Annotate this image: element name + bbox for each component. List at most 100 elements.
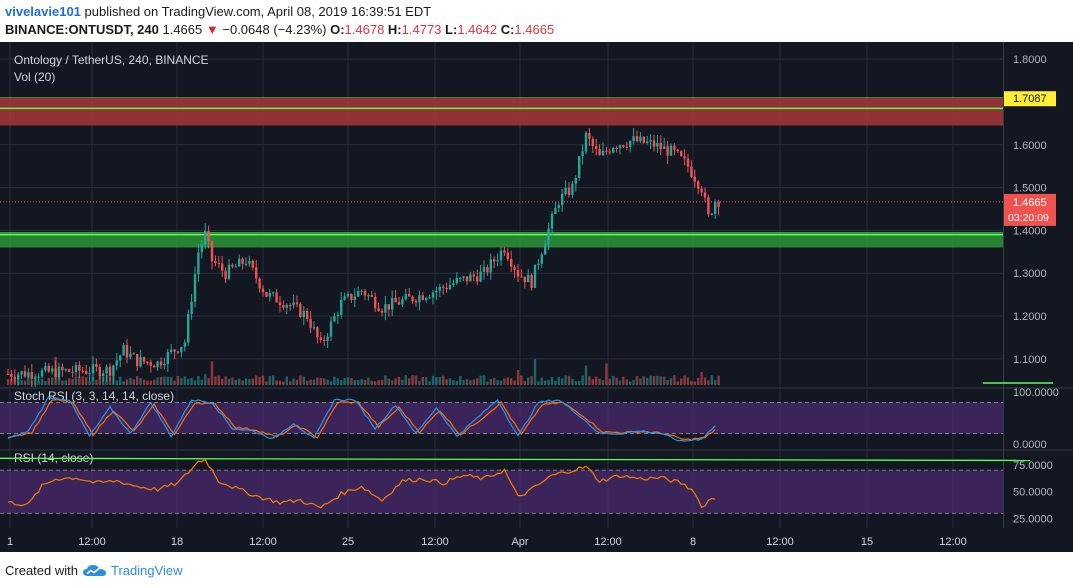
high-label: H:	[387, 22, 402, 37]
volume-bar	[578, 380, 581, 385]
candle	[51, 365, 54, 375]
volume-bar	[380, 379, 384, 385]
candle-body	[353, 296, 356, 301]
volume-bar	[629, 381, 632, 385]
candle-body	[656, 142, 659, 147]
tradingview-brand-link[interactable]: TradingView	[110, 563, 183, 578]
candle	[302, 305, 305, 326]
candle	[353, 288, 356, 307]
volume-bar	[326, 379, 329, 385]
candle-body	[516, 270, 520, 277]
candle	[530, 273, 533, 291]
volume-bar	[544, 380, 547, 385]
candle-body	[629, 141, 632, 148]
candle-body	[567, 187, 571, 195]
volume-bar	[561, 378, 564, 385]
candle-body	[370, 295, 373, 297]
volume-bar	[632, 379, 635, 385]
candle	[251, 259, 254, 271]
author-link[interactable]: vivelavie101	[5, 4, 81, 19]
candle	[295, 295, 299, 308]
volume-bar	[401, 379, 404, 385]
candle-body	[309, 318, 312, 328]
candle	[78, 361, 81, 378]
candle	[323, 335, 326, 346]
volume-bar	[635, 375, 639, 385]
candle	[714, 199, 717, 219]
candle	[697, 179, 700, 194]
candle-body	[438, 286, 441, 291]
candle-body	[146, 361, 149, 363]
volume-bar	[530, 376, 533, 385]
volume-bar	[129, 377, 132, 385]
volume-bar	[404, 375, 407, 385]
volume-bar	[377, 380, 380, 385]
volume-bar	[309, 379, 312, 385]
candle	[200, 240, 203, 259]
candle-body	[85, 371, 88, 374]
candle-body	[197, 252, 200, 275]
high-value: 1.4773	[401, 22, 442, 37]
volume-bar	[251, 378, 254, 385]
candle	[659, 135, 662, 156]
candle-body	[200, 244, 203, 253]
candle-body	[265, 292, 268, 297]
candle	[57, 362, 61, 380]
candle	[68, 368, 71, 373]
candle-body	[544, 244, 547, 255]
candle-body	[13, 376, 16, 379]
candle-body	[605, 150, 608, 152]
candle	[537, 259, 540, 270]
candle	[663, 138, 666, 149]
price-change: −0.0648 (−4.23%)	[222, 22, 327, 37]
volume-bar	[319, 378, 322, 385]
volume-bar	[20, 380, 23, 385]
candle	[61, 363, 64, 377]
volume-bar	[564, 375, 567, 385]
volume-bar	[302, 376, 305, 385]
volume-bar	[190, 377, 193, 385]
volume-bar	[329, 381, 333, 385]
candle	[234, 263, 237, 268]
candle-body	[350, 293, 353, 301]
candle-body	[578, 156, 581, 178]
candle-body	[278, 302, 282, 306]
candle	[676, 148, 679, 153]
candle	[574, 175, 577, 192]
candle	[34, 373, 37, 387]
volume-bar	[676, 381, 679, 385]
candle-body	[584, 132, 588, 152]
candle	[629, 140, 632, 153]
volume-bar	[618, 380, 622, 385]
volume-bar	[78, 376, 81, 385]
candle-body	[714, 201, 717, 214]
candle	[435, 286, 438, 301]
candle	[683, 148, 686, 166]
candle	[363, 288, 367, 301]
candle	[183, 339, 186, 352]
candle	[367, 293, 370, 301]
candle	[340, 291, 343, 319]
chart-canvas[interactable]: 1.80001.70001.60001.50001.40001.30001.20…	[0, 42, 1073, 552]
candle	[40, 367, 44, 379]
volume-bar	[520, 375, 523, 385]
candle-body	[595, 146, 598, 150]
candle-body	[533, 264, 537, 288]
volume-bar	[642, 376, 645, 385]
candle-body	[316, 327, 319, 338]
volume-bar	[210, 361, 214, 385]
candle-body	[418, 295, 421, 303]
volume-bar	[299, 375, 302, 385]
candle	[176, 350, 180, 354]
candle-body	[27, 372, 30, 377]
candle-body	[241, 258, 244, 264]
candle-body	[112, 365, 115, 376]
candle	[159, 357, 163, 369]
candle-body	[666, 146, 669, 156]
volume-bar	[408, 378, 411, 385]
candle	[85, 364, 88, 375]
candle-body	[537, 263, 540, 265]
volume-bar	[571, 378, 574, 385]
candle-body	[462, 276, 465, 278]
candle-body	[493, 259, 496, 262]
